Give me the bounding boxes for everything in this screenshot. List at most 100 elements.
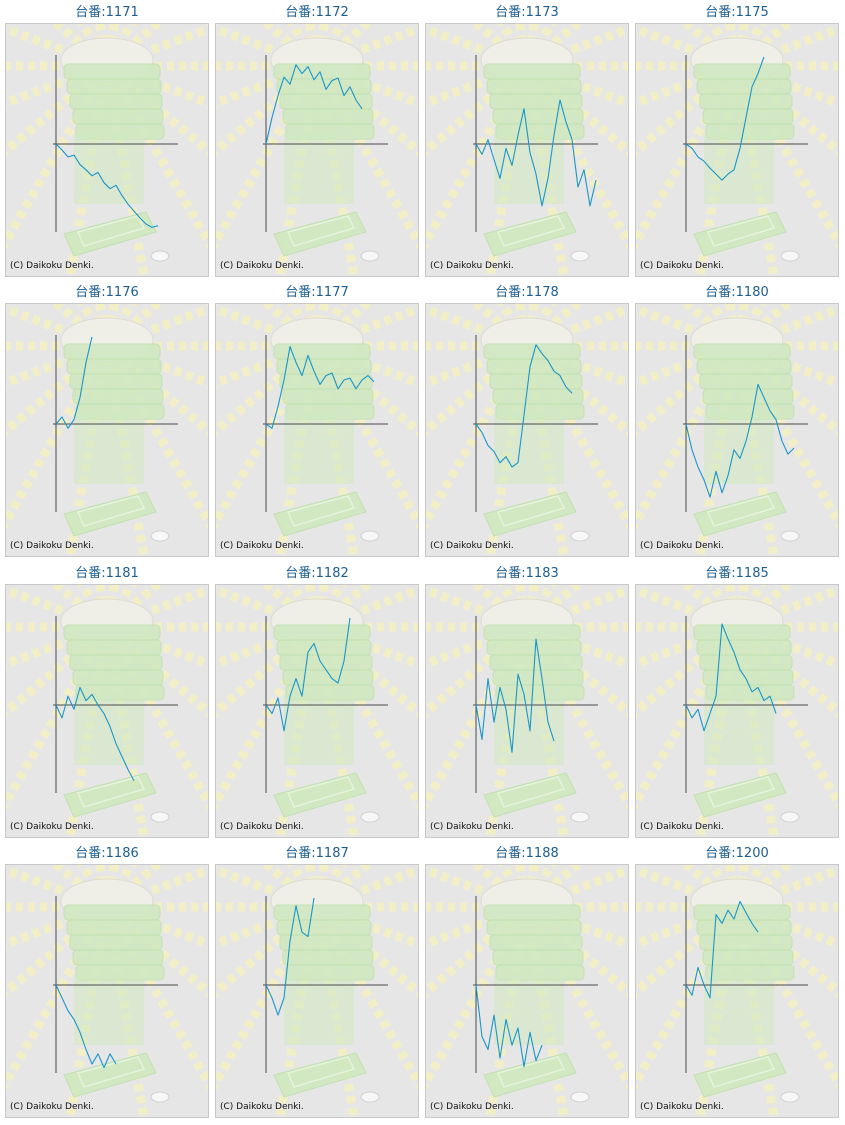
copyright-text: (C) Daikoku Denki. [430, 822, 514, 832]
graph-panel[interactable]: (C) Daikoku Denki. [425, 23, 629, 277]
data-series-line [475, 984, 543, 1068]
graph-card: 台番:1181 (C) Daikoku Denki. [5, 563, 209, 838]
data-series-line [265, 617, 351, 732]
graph-svg [6, 304, 208, 556]
slot-illustration [216, 304, 418, 556]
machine-number-link[interactable]: 台番:1183 [495, 566, 559, 581]
machine-number-link[interactable]: 台番:1176 [75, 285, 139, 300]
slot-illustration [6, 865, 208, 1117]
graph-card: 台番:1182 (C) Daikoku Denki. [215, 563, 419, 838]
graph-panel[interactable]: (C) Daikoku Denki. [5, 864, 209, 1118]
machine-number-link[interactable]: 台番:1171 [75, 5, 139, 20]
data-series-line [685, 623, 777, 732]
graph-svg [216, 585, 418, 837]
slot-illustration [636, 585, 838, 837]
graph-card: 台番:1178 (C) Daikoku Denki. [425, 282, 629, 557]
graph-card: 台番:1180 (C) Daikoku Denki. [635, 282, 839, 557]
slot-illustration [636, 24, 838, 276]
graph-panel[interactable]: (C) Daikoku Denki. [635, 23, 839, 277]
graph-panel[interactable]: (C) Daikoku Denki. [635, 864, 839, 1118]
slot-illustration [216, 585, 418, 837]
copyright-text: (C) Daikoku Denki. [220, 261, 304, 271]
slot-illustration [6, 24, 208, 276]
slot-illustration [426, 24, 628, 276]
graph-svg [636, 304, 838, 556]
slot-illustration [636, 304, 838, 556]
machine-number-link[interactable]: 台番:1172 [285, 5, 349, 20]
slot-illustration [216, 865, 418, 1117]
graph-svg [636, 24, 838, 276]
machine-number-link[interactable]: 台番:1188 [495, 846, 559, 861]
data-series-line [55, 336, 93, 429]
graph-panel[interactable]: (C) Daikoku Denki. [5, 303, 209, 557]
graph-svg [6, 24, 208, 276]
machine-number-link[interactable]: 台番:1200 [705, 846, 769, 861]
data-series-line [265, 897, 315, 1016]
copyright-text: (C) Daikoku Denki. [430, 261, 514, 271]
graph-card: 台番:1177 (C) Daikoku Denki. [215, 282, 419, 557]
machine-number-link[interactable]: 台番:1187 [285, 846, 349, 861]
machine-number-link[interactable]: 台番:1175 [705, 5, 769, 20]
data-series-line [55, 143, 159, 228]
graph-panel[interactable]: (C) Daikoku Denki. [5, 584, 209, 838]
data-series-line [475, 99, 597, 207]
slot-illustration [426, 865, 628, 1117]
slot-illustration [636, 865, 838, 1117]
copyright-text: (C) Daikoku Denki. [10, 541, 94, 551]
graph-svg [426, 585, 628, 837]
graph-panel[interactable]: (C) Daikoku Denki. [215, 303, 419, 557]
copyright-text: (C) Daikoku Denki. [10, 261, 94, 271]
graph-svg [426, 865, 628, 1117]
copyright-text: (C) Daikoku Denki. [640, 261, 724, 271]
data-series-line [265, 346, 375, 429]
graph-panel[interactable]: (C) Daikoku Denki. [215, 23, 419, 277]
graph-panel[interactable]: (C) Daikoku Denki. [425, 584, 629, 838]
slot-illustration [6, 585, 208, 837]
graph-panel[interactable]: (C) Daikoku Denki. [635, 303, 839, 557]
graph-card: 台番:1175 (C) Daikoku Denki. [635, 2, 839, 277]
machine-number-link[interactable]: 台番:1182 [285, 566, 349, 581]
data-series-line [685, 56, 765, 181]
graph-panel[interactable]: (C) Daikoku Denki. [215, 864, 419, 1118]
graph-svg [636, 585, 838, 837]
machine-number-link[interactable]: 台番:1180 [705, 285, 769, 300]
graph-card: 台番:1185 (C) Daikoku Denki. [635, 563, 839, 838]
data-series-line [685, 900, 759, 999]
graph-panel[interactable]: (C) Daikoku Denki. [215, 584, 419, 838]
graph-svg [216, 865, 418, 1117]
copyright-text: (C) Daikoku Denki. [640, 822, 724, 832]
copyright-text: (C) Daikoku Denki. [640, 541, 724, 551]
graph-card: 台番:1187 (C) Daikoku Denki. [215, 843, 419, 1118]
graph-card: 台番:1171 (C) Daikoku Denki. [5, 2, 209, 277]
graph-panel[interactable]: (C) Daikoku Denki. [5, 23, 209, 277]
graph-svg [216, 24, 418, 276]
graph-svg [6, 865, 208, 1117]
graph-panel[interactable]: (C) Daikoku Denki. [425, 303, 629, 557]
machine-number-link[interactable]: 台番:1177 [285, 285, 349, 300]
slot-illustration [216, 24, 418, 276]
copyright-text: (C) Daikoku Denki. [10, 822, 94, 832]
graph-card: 台番:1172 (C) Daikoku Denki. [215, 2, 419, 277]
graph-svg [426, 24, 628, 276]
graph-card: 台番:1200 (C) Daikoku Denki. [635, 843, 839, 1118]
data-series-line [265, 64, 363, 145]
data-series-line [55, 686, 135, 781]
machine-number-link[interactable]: 台番:1173 [495, 5, 559, 20]
machine-number-link[interactable]: 台番:1186 [75, 846, 139, 861]
data-series-line [685, 383, 795, 498]
graph-panel[interactable]: (C) Daikoku Denki. [635, 584, 839, 838]
copyright-text: (C) Daikoku Denki. [430, 541, 514, 551]
machine-number-link[interactable]: 台番:1178 [495, 285, 559, 300]
machine-number-link[interactable]: 台番:1185 [705, 566, 769, 581]
graph-panel[interactable]: (C) Daikoku Denki. [425, 864, 629, 1118]
graph-card: 台番:1173 (C) Daikoku Denki. [425, 2, 629, 277]
copyright-text: (C) Daikoku Denki. [220, 541, 304, 551]
machine-number-link[interactable]: 台番:1181 [75, 566, 139, 581]
graph-svg [216, 304, 418, 556]
graph-card: 台番:1176 (C) Daikoku Denki. [5, 282, 209, 557]
copyright-text: (C) Daikoku Denki. [220, 1102, 304, 1112]
copyright-text: (C) Daikoku Denki. [220, 822, 304, 832]
slot-illustration [6, 304, 208, 556]
slot-illustration [426, 304, 628, 556]
